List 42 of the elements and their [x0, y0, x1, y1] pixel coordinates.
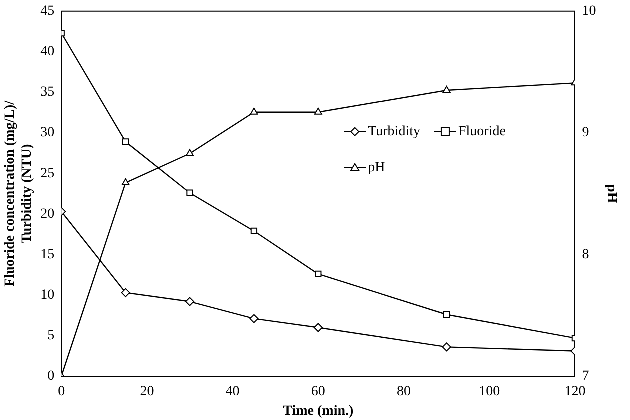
point — [442, 342, 452, 352]
point — [250, 108, 258, 115]
y-tick-label: 30 — [40, 126, 55, 141]
point — [186, 149, 194, 156]
point — [442, 86, 451, 93]
y-tick-label: 45 — [40, 4, 55, 20]
x-tick-label: 60 — [311, 384, 326, 400]
x-tick-label: 100 — [479, 384, 500, 400]
y2-tick-label: 9 — [582, 126, 590, 141]
x-axis-title: Time (min.) — [283, 404, 354, 420]
x-tick-label: 40 — [226, 384, 240, 400]
y2-tick-label: 10 — [582, 4, 596, 20]
y2-axis-title: pH — [604, 184, 619, 204]
x-tick-label: 80 — [397, 384, 411, 400]
point — [314, 108, 322, 115]
point — [122, 138, 130, 146]
x-tick-label: 120 — [564, 384, 586, 400]
y-tick-label: 15 — [40, 247, 55, 262]
y-axis-title: Fluoride concentration (mg/L)/ Turbidity (NTU) — [3, 100, 35, 287]
y-tick-label: 20 — [40, 206, 55, 222]
x-tick-label: 20 — [140, 384, 154, 400]
y-tick-label: 10 — [40, 288, 55, 303]
y-tick-label: 35 — [40, 85, 55, 100]
legend-label: Fluoride — [458, 124, 506, 140]
y-tick-label: 0 — [48, 369, 55, 384]
y-tick-label: 5 — [48, 328, 55, 344]
point — [186, 190, 194, 196]
y2-tick-label: 8 — [582, 247, 590, 262]
y-tick-label: 40 — [40, 44, 55, 60]
point — [122, 178, 130, 186]
point — [314, 323, 323, 332]
y-tick-label: 25 — [40, 166, 55, 182]
legend-label: Turbidity — [368, 124, 420, 140]
point — [443, 311, 450, 318]
point — [250, 228, 258, 235]
point — [315, 270, 322, 278]
x-tick-label: 0 — [58, 384, 66, 400]
legend-label: pH — [368, 160, 386, 176]
point — [186, 297, 194, 306]
y2-tick-label: 7 — [582, 369, 590, 384]
point — [250, 314, 259, 324]
point — [121, 288, 130, 298]
